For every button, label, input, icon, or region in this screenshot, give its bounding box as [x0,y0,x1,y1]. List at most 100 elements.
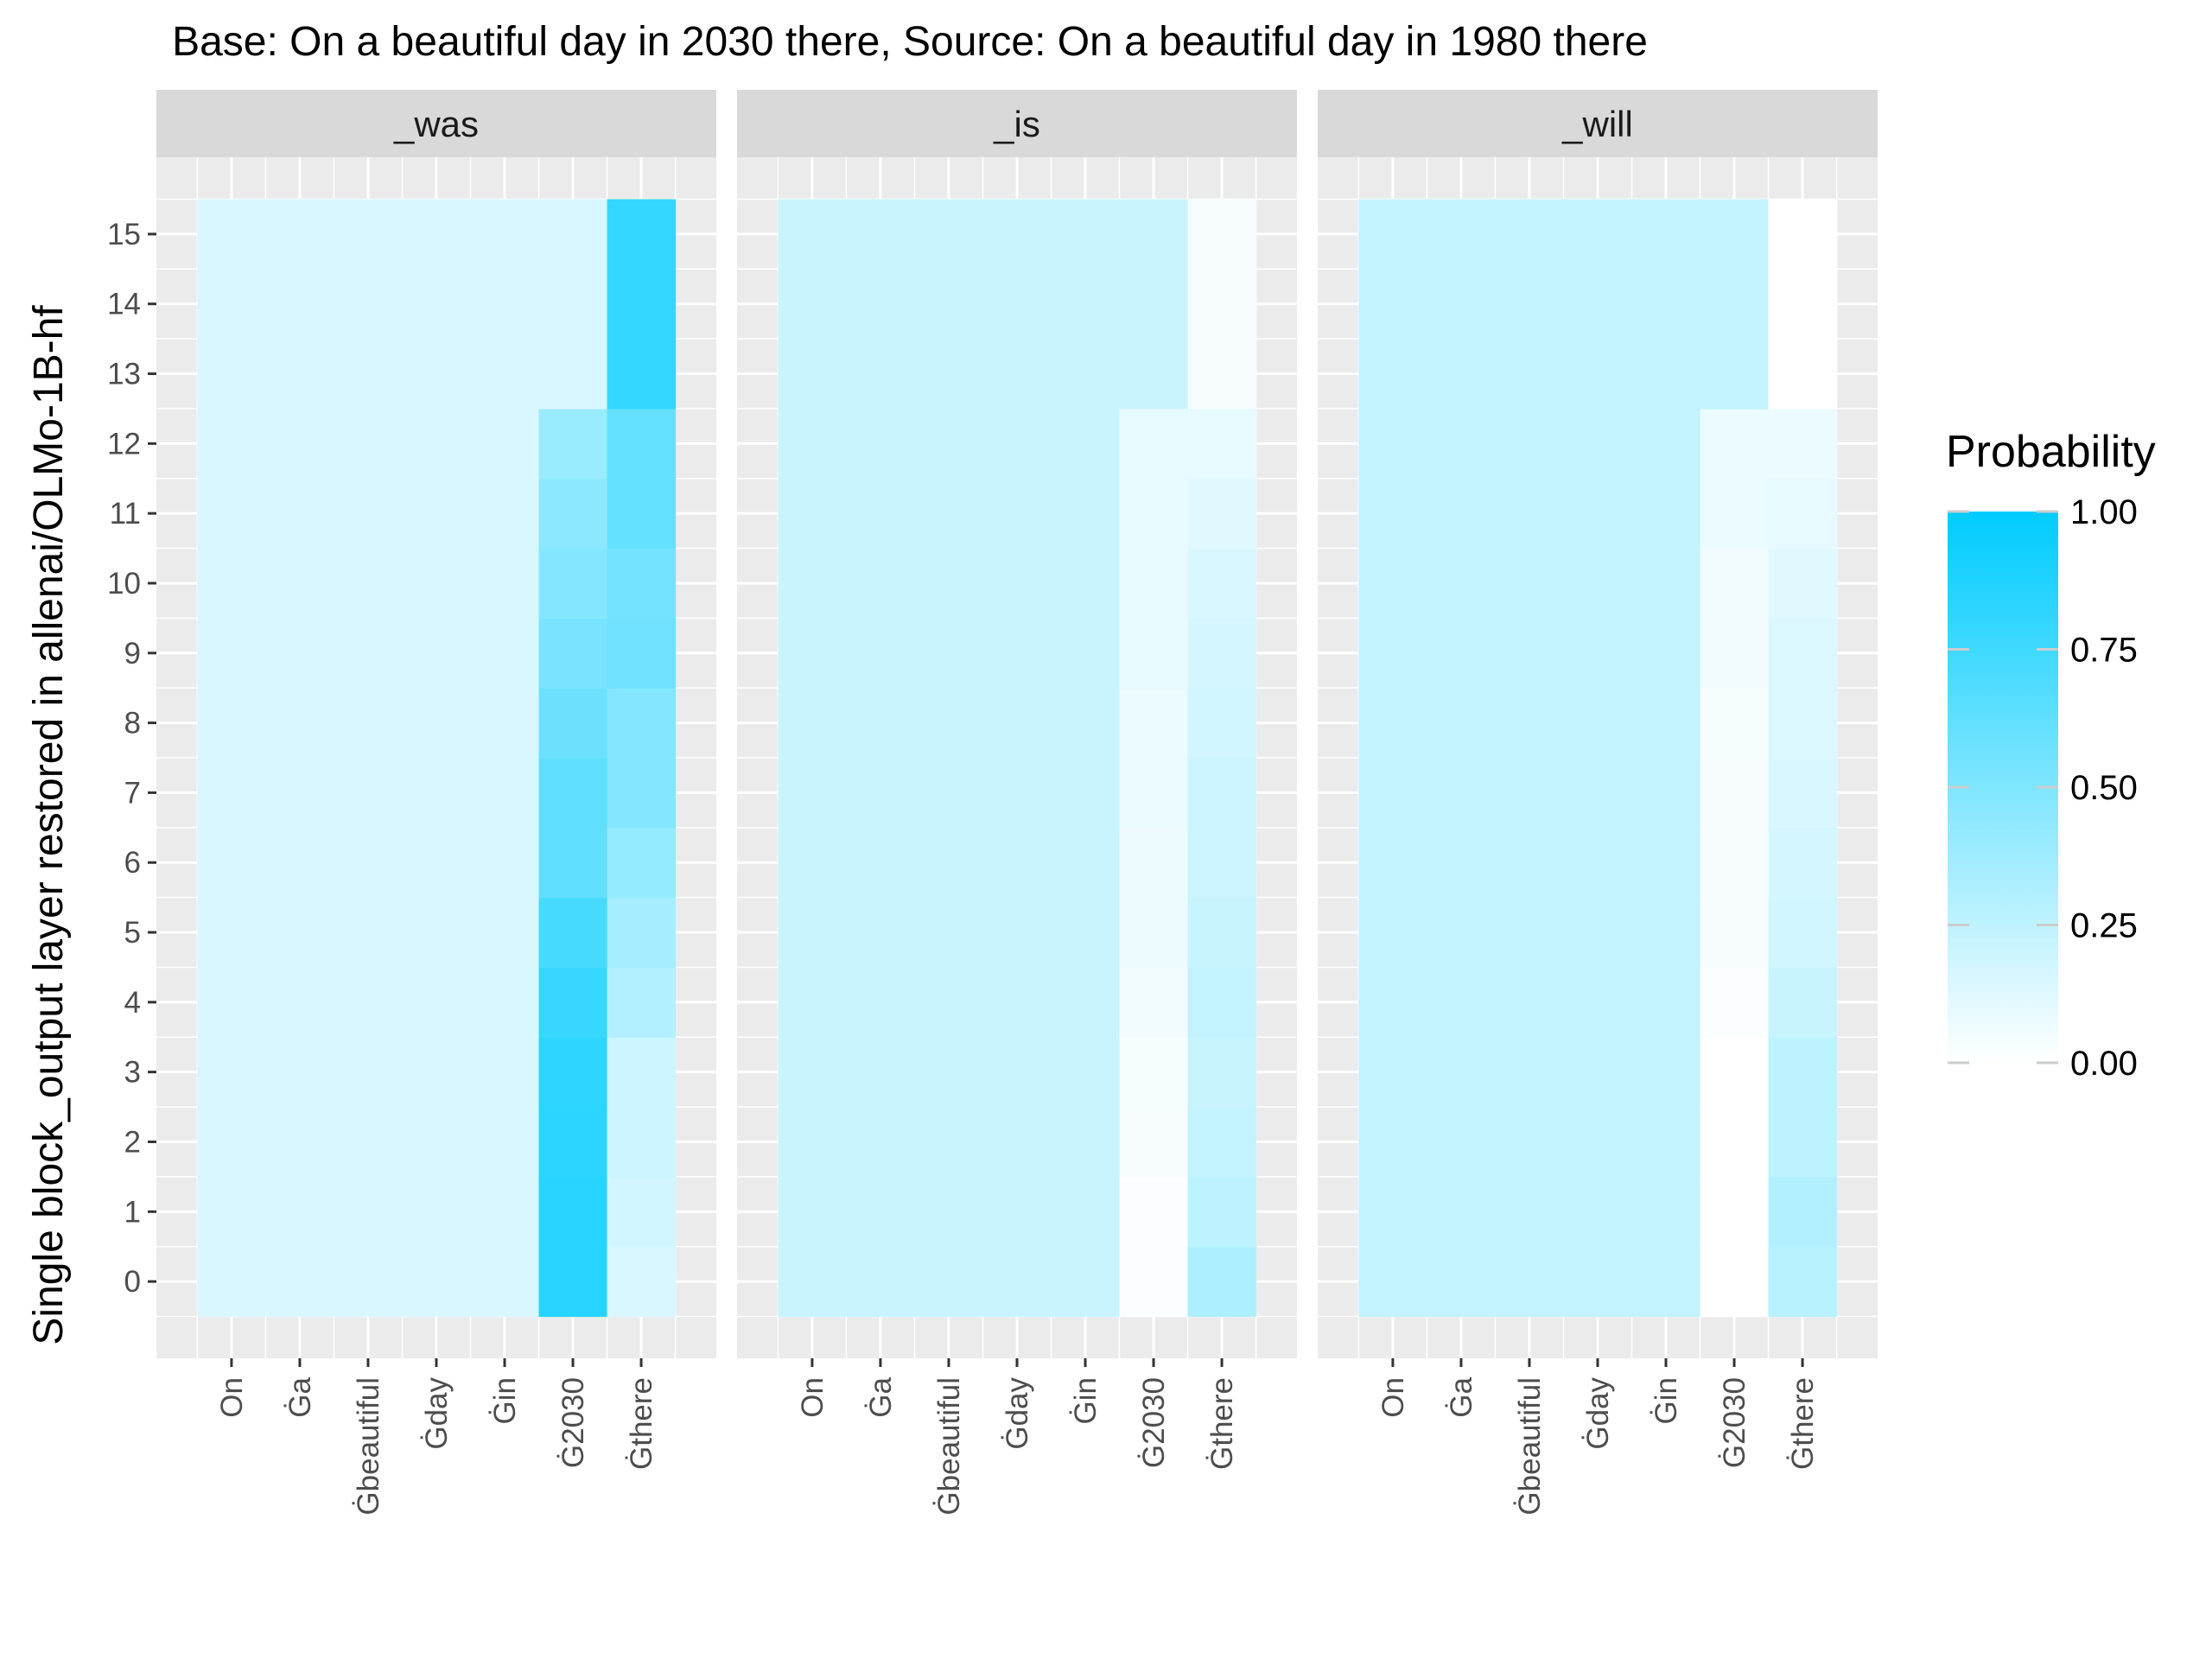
heatmap-cell [470,967,540,1038]
heatmap-cell [470,827,540,899]
heatmap-cell [538,967,608,1038]
heatmap-cell [1768,1246,1838,1318]
heatmap-cell [1700,1037,1770,1108]
heatmap-cell [265,548,335,619]
heatmap-cell [1495,339,1565,410]
heatmap-cell [1119,618,1189,689]
heatmap-cell [846,199,916,270]
heatmap-cell [1187,618,1257,689]
heatmap-cell [1495,478,1565,550]
x-tick-label: Ġa [864,1376,898,1417]
heatmap-cell [982,339,1052,410]
heatmap-cell [1119,339,1189,410]
heatmap-cell [538,339,608,410]
heatmap-cell [778,1107,848,1178]
heatmap-cell [1119,548,1189,619]
facet-panels: _was On Ġa Ġbeautiful Ġday Ġin Ġ2030 Ġthere _is O… [156,90,1878,1516]
heatmap-cell [1051,897,1121,969]
legend-label: 0.00 [2070,1045,2138,1083]
heatmap-cell [1563,408,1633,480]
y-tick-label: 14 [107,288,141,321]
legend: Probability 0.00 0.25 0.50 0.75 1.00 [1946,427,2156,1083]
heatmap-cell [197,827,267,899]
x-tick-label: Ġday [1001,1377,1034,1450]
heatmap-cell [1187,339,1257,410]
heatmap-cell [538,758,608,829]
heatmap-cell [1119,199,1189,270]
x-tick-label: Ġin [1069,1377,1103,1424]
heatmap-cell [1700,967,1770,1038]
heatmap-cell [1700,269,1770,340]
heatmap-cell [197,967,267,1038]
heatmap-cell [1427,1176,1497,1248]
heatmap-cell [1768,758,1838,829]
heatmap-cell [1051,1176,1121,1248]
heatmap-cell [1427,967,1497,1038]
heatmap-cell [778,1037,848,1108]
heatmap-cell [470,1176,540,1248]
heatmap-cell [607,1107,677,1178]
heatmap-cell [1187,199,1257,270]
heatmap-cell [914,1107,984,1178]
heatmap-cell [846,688,916,759]
heatmap-cell [1187,1246,1257,1318]
heatmap-cell [1495,758,1565,829]
heatmap-cell [334,827,404,899]
heatmap-cell [1051,548,1121,619]
heatmap-cell [1563,827,1633,899]
heatmap-cell [538,1037,608,1108]
heatmap-cell [914,408,984,480]
heatmap-cell [1119,1176,1189,1248]
heatmap-cell [1563,688,1633,759]
y-tick-label: 2 [124,1125,141,1159]
heatmap-cell [470,548,540,619]
heatmap-cell [1051,269,1121,340]
heatmap-cell [607,478,677,550]
y-tick-label: 15 [107,218,141,251]
heatmap-cell [197,269,267,340]
heatmap-cell [1495,967,1565,1038]
heatmap-cell [1358,618,1428,689]
heatmap-cell [1427,1037,1497,1108]
heatmap-cell [1187,688,1257,759]
x-tick-label: Ġbeautiful [352,1377,385,1516]
heatmap-cell [982,688,1052,759]
heatmap-cell [1768,618,1838,689]
heatmap-cell [1631,688,1701,759]
heatmap-cell [470,618,540,689]
y-tick-label: 7 [124,776,141,810]
heatmap-cell [197,1107,267,1178]
heatmap-cell [1358,1037,1428,1108]
heatmap-cell [1051,758,1121,829]
x-tick-label: On [796,1377,830,1418]
heatmap-cell [1358,1107,1428,1178]
heatmap-cell [265,1107,335,1178]
heatmap-cell [1563,478,1633,550]
heatmap-cell [265,618,335,689]
heatmap-cell [778,688,848,759]
heatmap-cell [1427,1107,1497,1178]
heatmap-cell [470,1107,540,1178]
heatmap-cell [402,897,472,969]
heatmap-cell [982,758,1052,829]
heatmap-cell [1700,618,1770,689]
heatmap-cell [1768,199,1838,270]
heatmap-cell [846,408,916,480]
heatmap-cell [1631,548,1701,619]
heatmap-cell [914,269,984,340]
heatmap-cells [197,199,677,1318]
heatmap-cell [265,339,335,410]
heatmap-cell [197,199,267,270]
heatmap-cell [1495,199,1565,270]
heatmap-cell [538,1107,608,1178]
heatmap-cell [470,199,540,270]
heatmap-cell [538,199,608,270]
heatmap-cell [265,967,335,1038]
heatmap-cell [1768,548,1838,619]
heatmap-cell [1495,1107,1565,1178]
heatmap-cell [607,1037,677,1108]
heatmap-cell [1631,967,1701,1038]
heatmap-cell [538,688,608,759]
heatmap-cell [982,548,1052,619]
heatmap-cell [1631,618,1701,689]
